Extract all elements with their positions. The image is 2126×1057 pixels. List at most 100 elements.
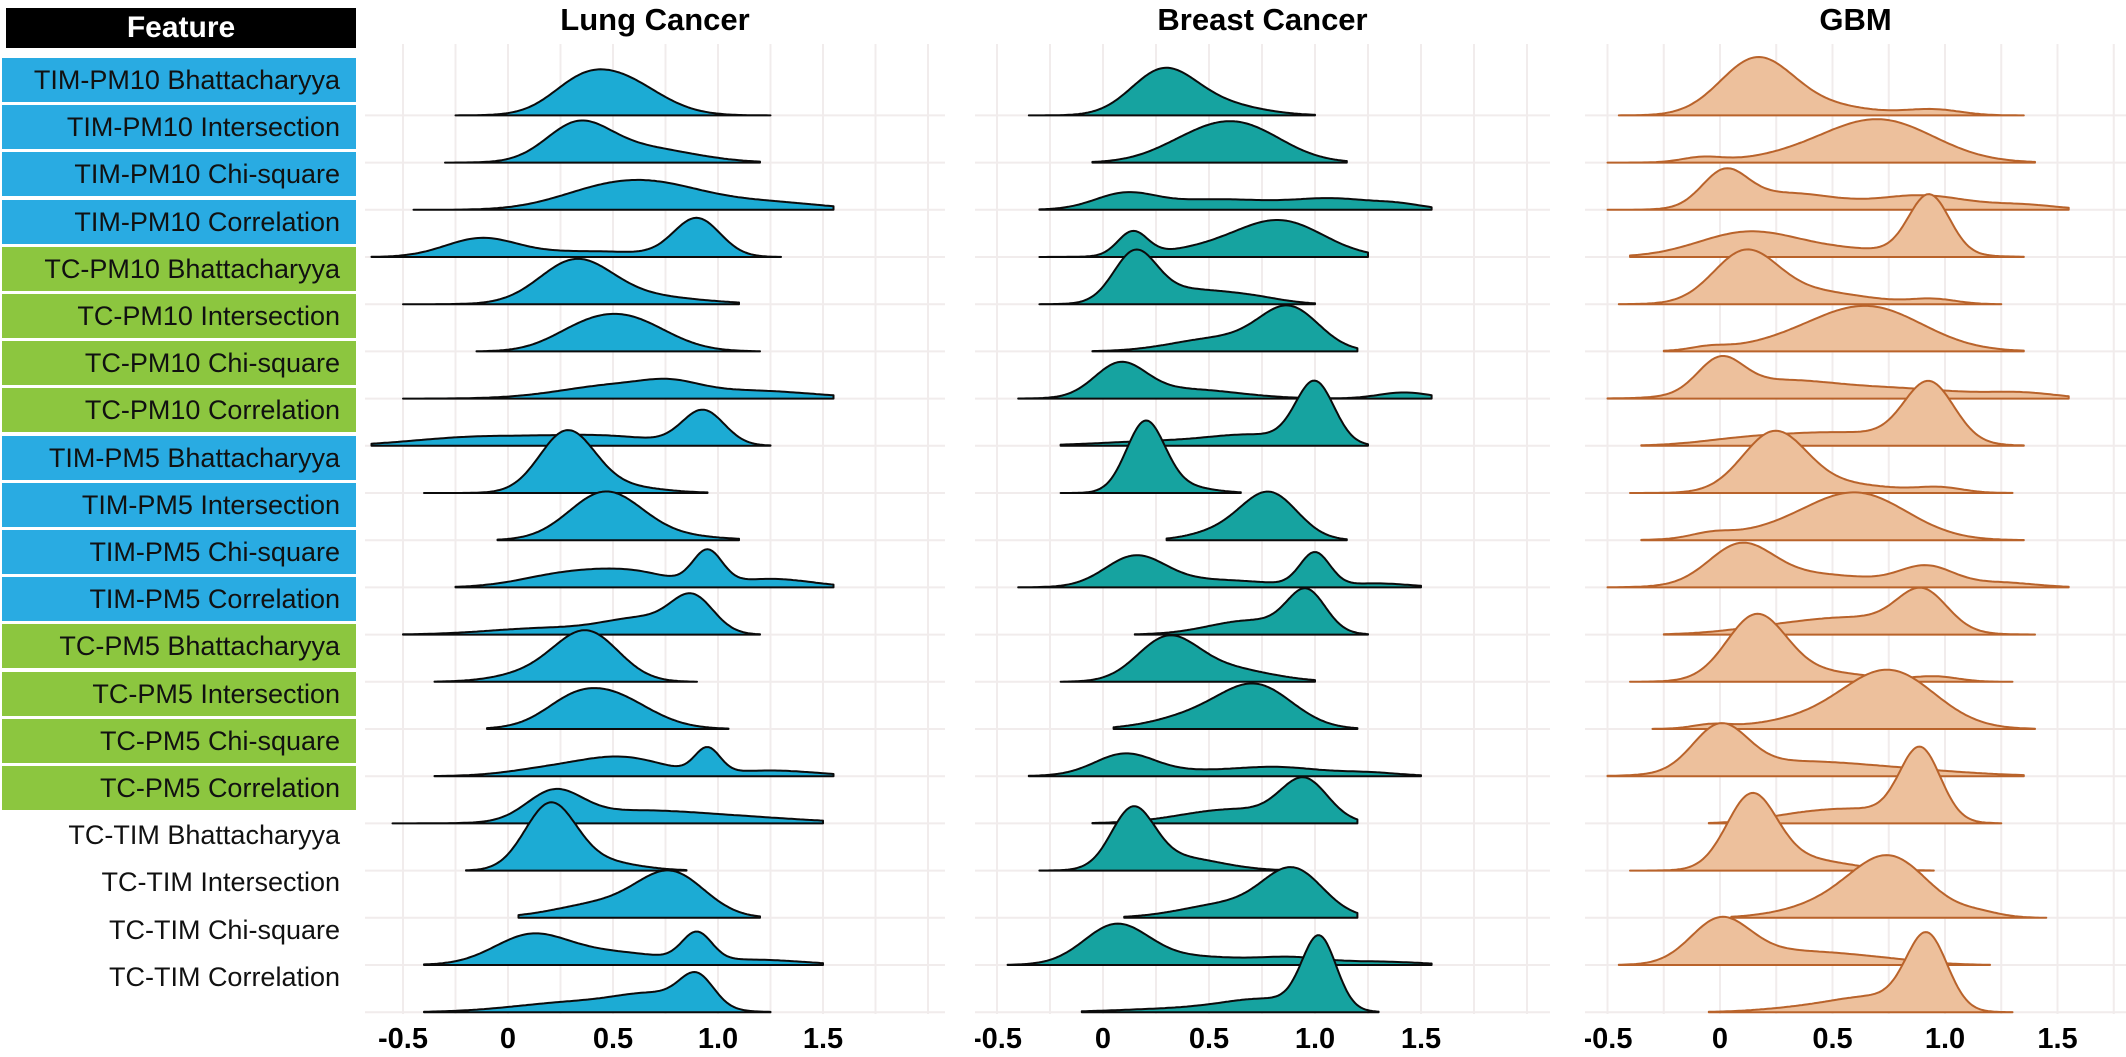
density-ridge bbox=[1017, 360, 1433, 400]
feature-row: TIM-PM10 Correlation bbox=[2, 199, 356, 244]
feature-row-label: TIM-PM5 Intersection bbox=[81, 489, 340, 520]
x-tick-label: 1.0 bbox=[1925, 1023, 1965, 1055]
density-ridge bbox=[1165, 490, 1348, 542]
x-tick-label: -0.5 bbox=[378, 1023, 428, 1055]
panel-title-breast-cancer: Breast Cancer bbox=[1157, 2, 1368, 37]
density-ridge bbox=[1133, 587, 1369, 636]
panel-title-gbm: GBM bbox=[1819, 2, 1892, 37]
x-tick-label: 0.5 bbox=[1812, 1023, 1852, 1055]
density-ridge bbox=[1730, 854, 2048, 919]
feature-column-header: Feature bbox=[6, 8, 356, 48]
feature-row-label: TIM-PM10 Correlation bbox=[74, 206, 340, 237]
density-ridge bbox=[475, 312, 761, 353]
feature-row: TIM-PM10 Intersection bbox=[2, 105, 356, 150]
feature-row-label: TC-PM10 Correlation bbox=[84, 395, 340, 426]
x-tick-label: 0.5 bbox=[593, 1023, 633, 1055]
density-ridge bbox=[433, 629, 698, 683]
density-ridge bbox=[1629, 193, 2025, 258]
feature-row-label: TC-PM5 Chi-square bbox=[99, 725, 340, 756]
density-ridge bbox=[454, 68, 772, 117]
feature-row-label: TC-PM5 Bhattacharyya bbox=[59, 631, 340, 662]
density-ridge bbox=[1606, 167, 2070, 211]
feature-row: TC-PM5 Bhattacharyya bbox=[2, 624, 356, 669]
density-ridge bbox=[1640, 491, 2025, 542]
feature-row-label: TIM-PM5 Chi-square bbox=[89, 537, 340, 567]
density-ridge bbox=[1617, 56, 2025, 117]
feature-row: TC-PM10 Intersection bbox=[2, 294, 356, 338]
feature-row-label: TC-TIM Chi-square bbox=[108, 914, 340, 945]
density-ridge bbox=[402, 257, 740, 306]
feature-row: TIM-PM5 Intersection bbox=[2, 482, 356, 527]
feature-row: TC-PM10 Bhattacharyya bbox=[2, 246, 356, 291]
x-tick-label: 1.5 bbox=[803, 1023, 843, 1055]
density-ridge bbox=[402, 592, 761, 636]
density-ridge bbox=[1606, 355, 2070, 400]
density-ridge bbox=[1707, 931, 2014, 1014]
density-ridge bbox=[1640, 379, 2025, 447]
feature-row-label: TC-PM10 Bhattacharyya bbox=[44, 253, 340, 284]
density-ridge bbox=[423, 429, 709, 494]
density-ridge bbox=[496, 490, 740, 542]
density-ridge bbox=[1091, 304, 1359, 353]
ridgeline-panel-breast-cancer: -0.5 0 0.5 1.0 1.5 bbox=[975, 44, 1550, 1055]
x-tick-label: 1.5 bbox=[1401, 1023, 1441, 1055]
density-ridge bbox=[517, 869, 761, 919]
x-tick-label: 0 bbox=[1095, 1023, 1111, 1055]
feature-row: TC-TIM Correlation bbox=[2, 954, 356, 999]
feature-row: TIM-PM5 Bhattacharyya bbox=[2, 435, 356, 480]
panel-title-lung-cancer: Lung Cancer bbox=[560, 2, 750, 37]
density-ridge bbox=[423, 971, 772, 1014]
ridgeline-panel-gbm: -0.5 0 0.5 1.0 1.5 bbox=[1585, 44, 2126, 1055]
density-ridge bbox=[1606, 118, 2036, 164]
density-ridge bbox=[1027, 752, 1422, 778]
feature-row-label: TC-TIM Bhattacharyya bbox=[68, 820, 340, 851]
density-ridge bbox=[1017, 551, 1422, 589]
density-ridge bbox=[370, 216, 782, 258]
feature-row: TC-PM5 Correlation bbox=[2, 766, 356, 810]
density-ridge bbox=[423, 930, 824, 966]
density-ridge bbox=[1617, 248, 2003, 306]
density-ridge bbox=[454, 548, 835, 589]
x-tick-label: 1.0 bbox=[698, 1023, 738, 1055]
feature-row-label: TC-TIM Correlation bbox=[108, 961, 340, 992]
x-tick-label: 1.0 bbox=[1295, 1023, 1335, 1055]
density-ridge bbox=[1038, 805, 1295, 872]
density-ridge bbox=[486, 687, 730, 730]
feature-row-label: TC-PM10 Chi-square bbox=[84, 348, 340, 379]
density-ridge bbox=[444, 119, 761, 164]
feature-row: TIM-PM5 Correlation bbox=[2, 577, 356, 622]
density-ridge bbox=[1059, 379, 1369, 447]
feature-row: TC-PM5 Chi-square bbox=[2, 718, 356, 763]
feature-row: TC-PM5 Intersection bbox=[2, 671, 356, 716]
density-ridge bbox=[1112, 682, 1359, 730]
feature-row: TC-PM10 Correlation bbox=[2, 388, 356, 433]
density-ridge bbox=[391, 787, 824, 825]
feature-row: TIM-PM10 Bhattacharyya bbox=[2, 58, 356, 102]
x-tick-label: 0 bbox=[500, 1023, 516, 1055]
feature-row-label: TIM-PM5 Correlation bbox=[89, 584, 340, 615]
feature-row-label: TIM-PM5 Bhattacharyya bbox=[48, 442, 340, 473]
density-ridge bbox=[1629, 612, 2014, 683]
density-ridge bbox=[1662, 586, 2036, 636]
feature-row: TC-PM10 Chi-square bbox=[2, 341, 356, 386]
density-ridge bbox=[1038, 248, 1316, 306]
feature-row: TIM-PM10 Chi-square bbox=[2, 152, 356, 197]
x-tick-label: 0 bbox=[1712, 1023, 1728, 1055]
density-ridge bbox=[1059, 419, 1242, 494]
feature-row-label: TC-PM10 Intersection bbox=[77, 301, 340, 331]
density-ridge bbox=[1629, 429, 2014, 494]
feature-row-label: TC-PM5 Correlation bbox=[99, 773, 340, 803]
density-ridge bbox=[1006, 922, 1433, 966]
ridgeline-panel-lung-cancer: -0.5 0 0.5 1.0 1.5 bbox=[365, 44, 945, 1055]
feature-row-label: TIM-PM10 Bhattacharyya bbox=[33, 65, 340, 95]
feature-row: TC-TIM Chi-square bbox=[2, 907, 356, 952]
feature-row-label: TC-PM5 Intersection bbox=[92, 678, 340, 709]
x-tick-label: 1.5 bbox=[2037, 1023, 2077, 1055]
feature-row-label: TIM-PM10 Chi-square bbox=[74, 159, 340, 190]
density-ridge bbox=[1091, 120, 1348, 164]
feature-row-label: TC-TIM Intersection bbox=[101, 867, 340, 898]
feature-row: TC-TIM Intersection bbox=[2, 860, 356, 905]
density-ridge bbox=[1123, 866, 1359, 919]
density-ridge bbox=[465, 801, 688, 872]
density-ridge bbox=[1662, 304, 2025, 353]
